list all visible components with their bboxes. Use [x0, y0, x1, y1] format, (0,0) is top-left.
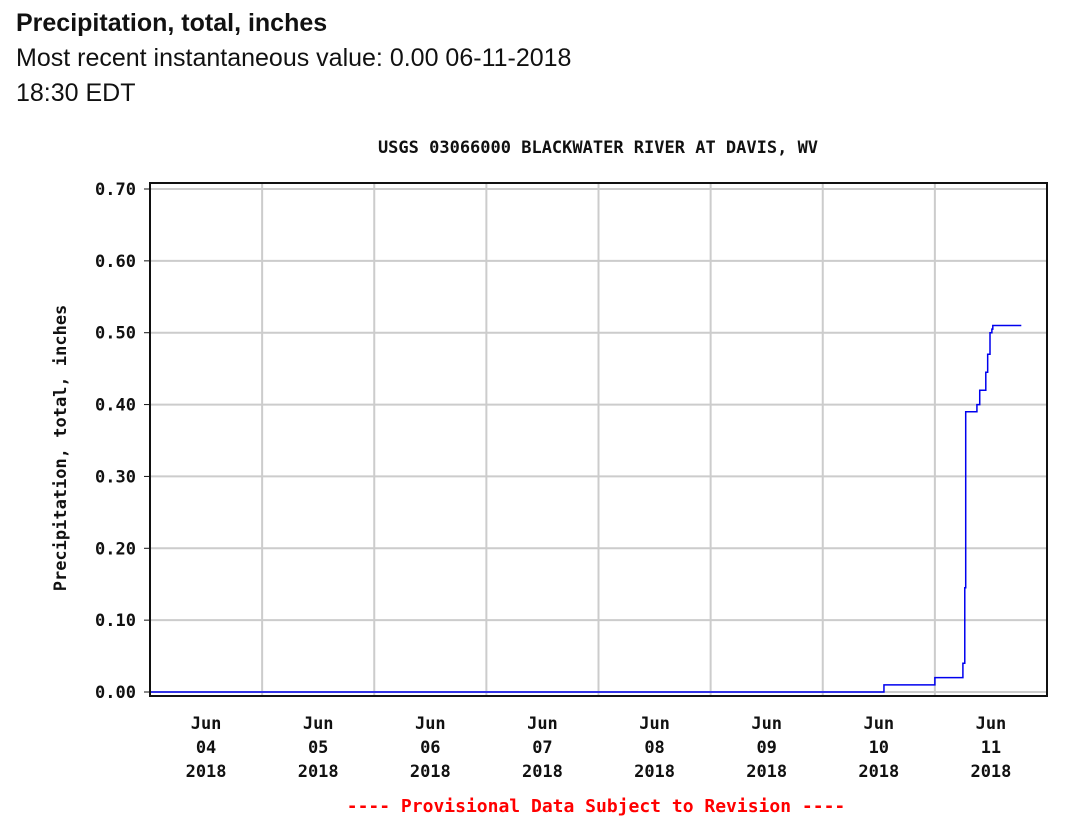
x-tick-label-year: 2018 [298, 762, 339, 782]
y-tick-label: 0.60 [95, 252, 136, 272]
y-axis-label: Precipitation, total, inches [51, 305, 71, 592]
x-tick-label-day: 10 [869, 738, 889, 758]
x-tick-label-year: 2018 [186, 762, 227, 782]
x-tick-label-month: Jun [639, 714, 670, 734]
y-tick-label: 0.00 [95, 683, 136, 703]
y-tick-label: 0.20 [95, 539, 136, 559]
x-tick-label-year: 2018 [522, 762, 563, 782]
x-tick-label-month: Jun [415, 714, 446, 734]
x-tick-label-day: 04 [196, 738, 216, 758]
x-tick-label-month: Jun [527, 714, 558, 734]
x-tick-label-year: 2018 [970, 762, 1011, 782]
y-tick-label: 0.10 [95, 611, 136, 631]
provisional-footnote: ---- Provisional Data Subject to Revisio… [347, 796, 846, 817]
x-tick-label-day: 07 [532, 738, 552, 758]
y-tick-label: 0.30 [95, 467, 136, 487]
y-tick-label: 0.50 [95, 324, 136, 344]
chart-title: USGS 03066000 BLACKWATER RIVER AT DAVIS,… [378, 138, 818, 158]
x-tick-label-day: 05 [308, 738, 328, 758]
x-tick-label-day: 06 [420, 738, 440, 758]
x-tick-label-year: 2018 [410, 762, 451, 782]
x-tick-label-year: 2018 [746, 762, 787, 782]
x-tick-label-month: Jun [863, 714, 894, 734]
x-tick-label-year: 2018 [634, 762, 675, 782]
plot-frame [149, 182, 1048, 697]
parameter-title: Precipitation, total, inches [16, 9, 328, 37]
x-tick-label-day: 09 [756, 738, 776, 758]
header: Precipitation, total, inches Most recent… [16, 6, 636, 111]
x-tick-label-month: Jun [751, 714, 782, 734]
x-tick-label-year: 2018 [858, 762, 899, 782]
x-tick-label-month: Jun [303, 714, 334, 734]
y-tick-label: 0.40 [95, 396, 136, 416]
x-tick-label-day: 08 [644, 738, 664, 758]
recent-value-text: Most recent instantaneous value: 0.00 06… [16, 44, 572, 107]
y-tick-label: 0.70 [95, 180, 136, 200]
series-line [150, 324, 1022, 693]
x-tick-label-day: 11 [981, 738, 1001, 758]
x-tick-label-month: Jun [191, 714, 222, 734]
x-tick-label-month: Jun [976, 714, 1007, 734]
